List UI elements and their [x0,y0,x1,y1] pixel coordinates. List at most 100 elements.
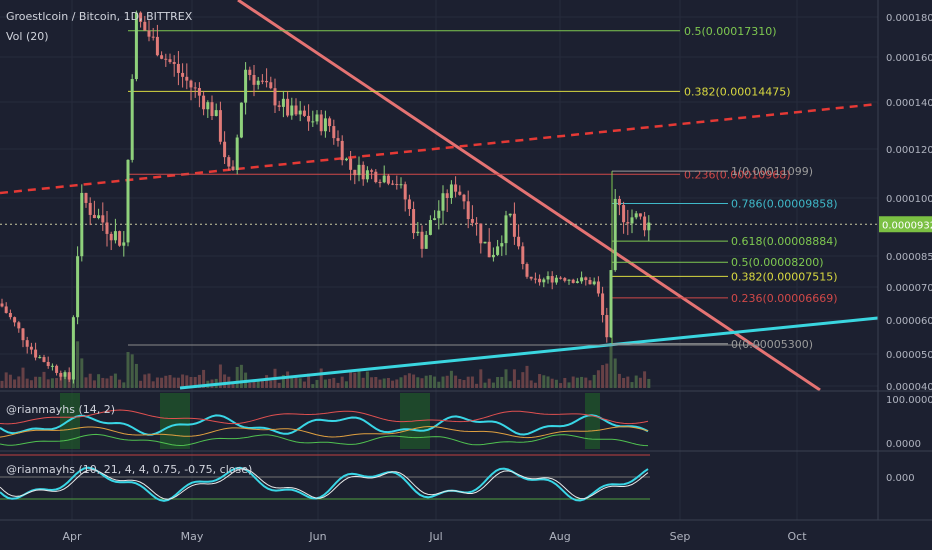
candle-body [609,270,613,338]
volume-bar [109,375,113,388]
candle-body [424,234,428,249]
rising-trendline [179,316,879,390]
candle-body [575,281,579,283]
volume-bar [130,354,134,388]
volume-bar [403,375,407,388]
candle-body [227,157,231,167]
volume-bar [630,382,634,388]
volume-bar [17,376,21,388]
candlesticks[interactable] [0,10,651,384]
last-price-label: 0.00009321 [882,220,932,231]
candle-body [168,59,172,63]
candle-body [479,223,483,244]
volume-bar [143,374,147,388]
volume-bar [470,376,474,388]
volume-bar [575,377,579,388]
indicator-1-label: @rianmayhs (14, 2) [6,403,115,416]
volume-bar [328,378,332,388]
volume-bar [88,373,92,388]
candle-body [13,317,17,323]
volume-bar [231,381,235,388]
volume-bar [311,384,315,388]
x-tick-label: Jul [428,530,442,543]
volume-bar [34,376,38,388]
volume-bar [391,380,395,388]
volume-bar [466,376,470,388]
candle-body [80,192,84,257]
volume-bar [118,379,122,388]
candle-body [122,242,126,246]
volume-bar [407,373,411,388]
volume-bar [101,377,105,388]
candle-body [504,215,508,244]
candle-body [130,79,134,160]
candle-body [34,349,38,358]
volume-bar [647,378,651,388]
candle-body [344,158,348,161]
fib-lower-label: 0.618(0.00008884) [731,235,838,248]
volume-bar [164,375,168,388]
ind1-highlight [160,393,190,449]
volume-bar [319,368,323,388]
y-tick-label: 0.00016000 [886,53,932,64]
ind1-highlight [585,393,600,449]
volume-bar [580,376,584,388]
volume-bar [122,382,126,388]
volume-bar [172,377,176,388]
volume-bar [8,374,12,388]
y-tick-label: 0.00007000 [886,283,932,294]
volume-bar [50,378,54,388]
volume-bar [21,367,25,388]
candle-body [403,184,407,200]
volume-bar [80,358,84,388]
candle-body [441,193,445,211]
candle-body [525,264,529,277]
volume-bar [533,382,537,388]
candle-body [256,80,260,85]
candle-body [365,170,369,180]
candle-body [269,82,273,89]
candle-body [588,280,592,285]
volume-bar [613,358,617,388]
candle-body [361,164,365,180]
candle-body [378,182,382,184]
candle-body [218,110,222,142]
candle-body [500,243,504,247]
volume-bar [277,382,281,388]
candle-body [311,121,315,123]
y-tick-label: 0.00005000 [886,350,932,361]
fib-lower-label: 0.236(0.00006669) [731,292,838,305]
y-tick-label: 0.00008500 [886,252,932,263]
last-price-tag [879,216,932,233]
candle-body [433,218,437,221]
volume-bar [609,342,613,388]
candle-body [126,159,130,243]
volume-bar [46,379,50,388]
candle-body [542,279,546,283]
volume-bar [517,379,521,388]
candle-body [29,346,33,350]
candle-body [638,213,642,217]
candle-body [88,202,92,215]
candle-body [118,231,122,246]
candle-body [554,277,558,283]
candle-body [160,55,164,59]
volume-bar [260,378,264,388]
volume-bar [176,377,180,388]
candle-body [286,98,290,116]
candle-body [483,241,487,244]
volume-bar [302,381,306,388]
volume-bar [382,378,386,388]
candle-body [647,222,651,231]
candle-body [508,213,512,216]
candle-body [172,62,176,64]
volume-bar [248,382,252,388]
volume-bar [643,371,647,388]
candle-body [374,171,378,183]
volume-bar [441,376,445,388]
volume-bar [542,375,546,388]
y-tick-label: 0.00012000 [886,145,932,156]
candle-body [370,170,374,172]
volume-bar [538,374,542,388]
